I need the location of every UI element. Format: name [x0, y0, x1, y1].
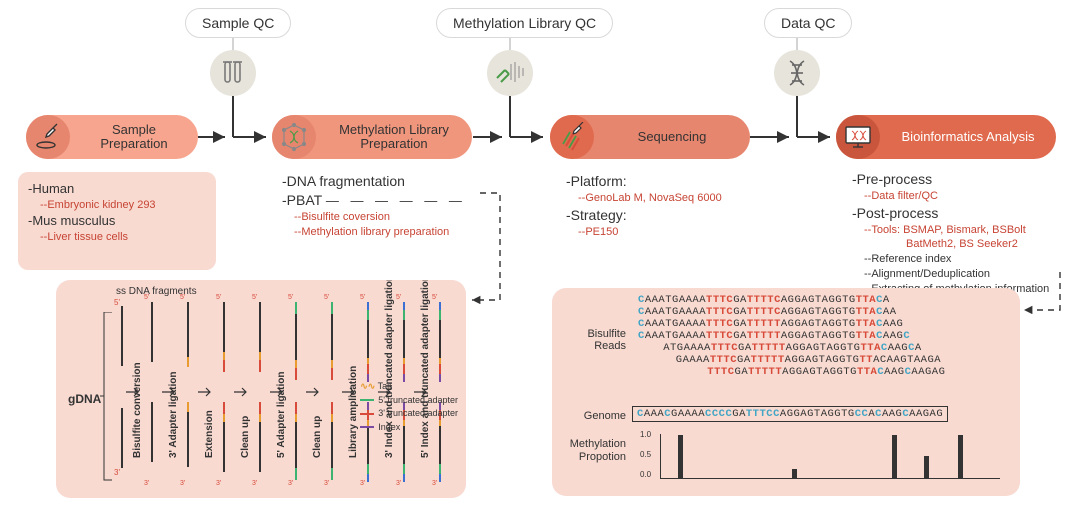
- reads-label: Bisulfite Reads: [566, 328, 626, 352]
- reads-detail-panel: Bisulfite Reads Genome Methylation Propo…: [552, 288, 1020, 496]
- pbat-legend: ∿∿ Tail 5' truncated adapter 3' truncate…: [360, 380, 458, 434]
- ytick-1: 1.0: [640, 430, 651, 439]
- genome-label: Genome: [566, 410, 626, 422]
- ytick-0: 0.0: [640, 470, 651, 479]
- prop-label: Methylation Propotion: [560, 438, 626, 463]
- ytick-05: 0.5: [640, 450, 651, 459]
- pbat-detail-panel: ss DNA fragments gDNA 5'3'Bisulfite conv…: [56, 280, 466, 498]
- meth-bar-chart: 1.0 0.5 0.0: [638, 430, 998, 486]
- gdna-bracket: [100, 312, 116, 482]
- gdna-label: gDNA: [68, 392, 101, 406]
